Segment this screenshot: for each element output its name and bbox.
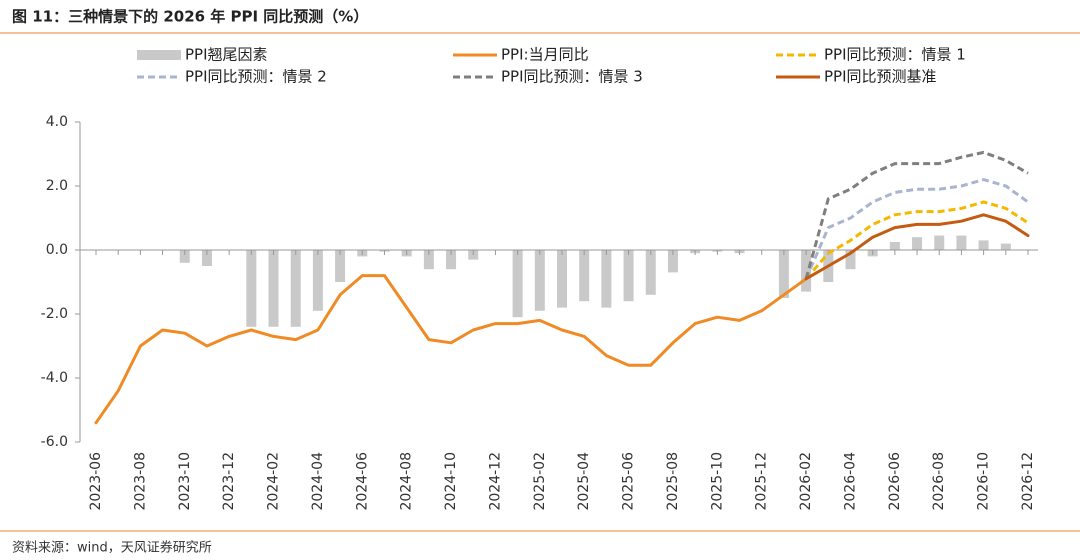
bar [801, 250, 812, 292]
bar [956, 235, 967, 250]
bar [601, 250, 612, 308]
legend-label: PPI同比预测：情景 1 [824, 46, 966, 64]
x-tick-label: 2023-08 [132, 452, 148, 511]
bar [246, 250, 257, 327]
x-tick-label: 2026-12 [1020, 452, 1036, 511]
line-series [804, 178, 1029, 280]
bar [778, 250, 789, 298]
line-series [804, 200, 1029, 280]
bar [934, 235, 945, 250]
bar [978, 240, 989, 250]
legend-label: PPI:当月同比 [501, 46, 589, 64]
legend-label: PPI同比预测：情景 2 [185, 68, 327, 86]
bar [912, 237, 923, 250]
x-tick-label: 2023-12 [221, 452, 237, 511]
legend-label: PPI同比预测：情景 3 [501, 68, 643, 86]
line-series [804, 150, 1029, 280]
x-tick-label: 2025-08 [665, 452, 681, 511]
y-tick-label: -4.0 [41, 370, 68, 386]
chart-title: 图 11：三种情景下的 2026 年 PPI 同比预测（%） [12, 8, 368, 26]
y-tick-label: 2.0 [46, 178, 68, 194]
x-tick-label: 2025-02 [532, 452, 548, 511]
x-tick-label: 2024-10 [443, 452, 459, 511]
x-tick-label: 2023-10 [177, 452, 193, 511]
bar [534, 250, 545, 311]
bar [268, 250, 279, 327]
bar [667, 250, 678, 273]
bar [623, 250, 634, 302]
x-tick-label: 2026-04 [842, 452, 858, 511]
y-tick-label: -2.0 [41, 306, 68, 322]
x-tick-label: 2026-02 [798, 452, 814, 511]
line-series [94, 274, 808, 425]
bar [446, 250, 457, 270]
bar [290, 250, 301, 327]
legend-label: PPI同比预测基准 [824, 68, 937, 86]
bar [423, 250, 434, 270]
x-tick-label: 2024-04 [310, 452, 326, 511]
x-tick-label: 2024-06 [354, 452, 370, 511]
legend-label: PPI翘尾因素 [185, 46, 268, 64]
y-tick-label: -6.0 [41, 434, 68, 450]
bar [335, 250, 346, 282]
y-tick-label: 0.0 [46, 242, 68, 258]
x-tick-label: 2025-10 [709, 452, 725, 511]
bar [557, 250, 567, 308]
x-tick-label: 2024-12 [487, 452, 503, 511]
x-tick-label: 2024-08 [399, 452, 415, 511]
x-tick-label: 2024-02 [266, 452, 282, 511]
x-tick-label: 2026-06 [887, 452, 903, 511]
bar [179, 250, 190, 263]
bar [645, 250, 656, 295]
y-tick-label: 4.0 [46, 114, 68, 130]
x-tick-label: 2025-12 [754, 452, 770, 511]
bar [579, 250, 590, 302]
bar [889, 242, 900, 250]
bar [312, 250, 323, 311]
source-note: 资料来源：wind，天风证券研究所 [12, 540, 212, 556]
legend-swatch [137, 50, 181, 60]
x-tick-label: 2025-06 [621, 452, 637, 511]
bar [845, 250, 856, 270]
bar [512, 250, 523, 318]
x-tick-label: 2023-06 [88, 452, 104, 511]
x-tick-label: 2026-10 [976, 452, 992, 511]
bar [201, 250, 212, 266]
line-series [804, 213, 1030, 281]
x-tick-label: 2026-08 [931, 452, 947, 511]
x-tick-label: 2025-04 [576, 452, 592, 511]
bar [1000, 243, 1011, 250]
